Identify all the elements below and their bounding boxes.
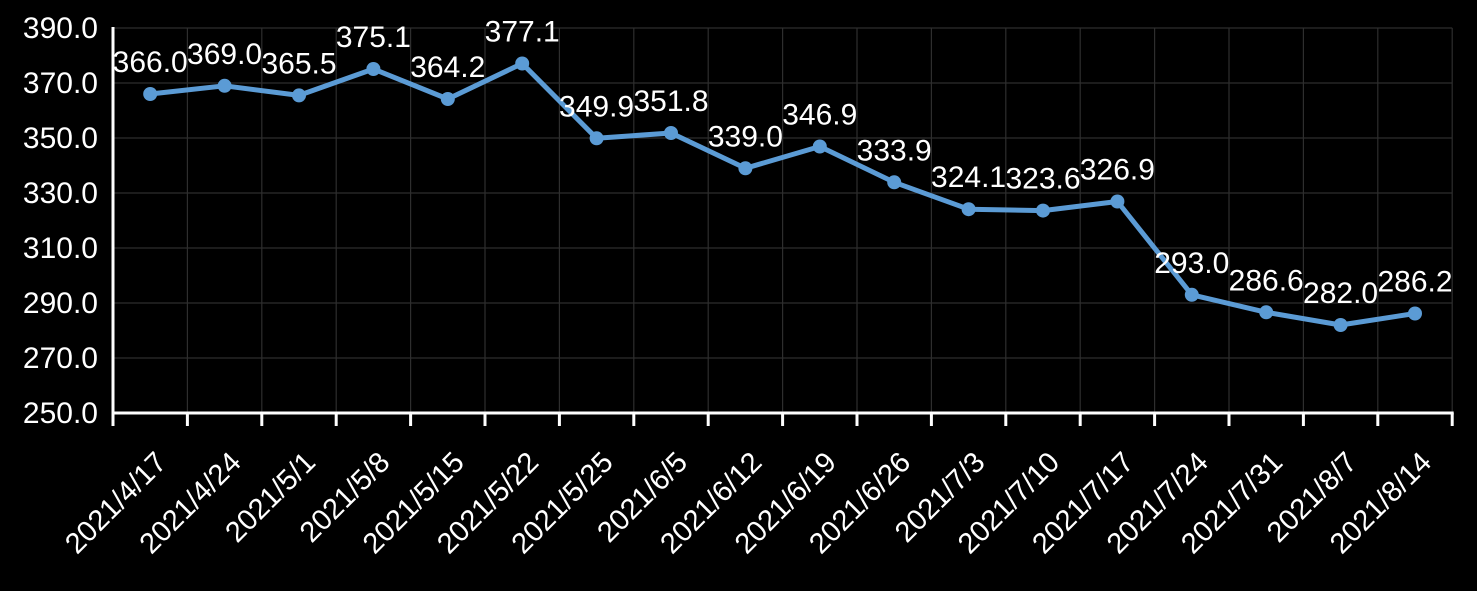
data-point-marker (1110, 194, 1125, 209)
y-tick-label: 310.0 (23, 232, 98, 265)
data-point-label: 351.8 (633, 85, 708, 118)
data-point-label: 333.9 (857, 134, 932, 167)
data-point-label: 282.0 (1303, 277, 1378, 310)
data-point-label: 326.9 (1080, 154, 1155, 187)
data-point-marker (589, 131, 604, 146)
data-point-marker (1036, 203, 1050, 218)
data-point-marker (515, 56, 530, 71)
data-point-label: 364.2 (410, 51, 485, 84)
data-point-label: 366.0 (113, 46, 188, 79)
data-point-label: 369.0 (187, 38, 262, 71)
data-point-label: 323.6 (1005, 163, 1080, 196)
data-point-marker (1259, 305, 1274, 320)
y-tick-label: 390.0 (23, 12, 98, 45)
data-point-marker (1184, 287, 1199, 302)
data-point-label: 346.9 (782, 99, 857, 132)
data-point-label: 375.1 (336, 21, 411, 54)
data-point-marker (812, 139, 827, 154)
data-point-marker (664, 126, 678, 140)
data-point-marker (143, 87, 158, 101)
data-point-label: 365.5 (261, 47, 336, 80)
series-line (147, 61, 1418, 328)
data-point-marker (217, 78, 232, 93)
y-tick-label: 350.0 (23, 122, 98, 155)
y-tick-label: 330.0 (23, 177, 98, 210)
data-point-marker (366, 62, 381, 76)
y-tick-label: 270.0 (23, 342, 98, 375)
data-point-label: 377.1 (485, 16, 560, 49)
data-point-marker (887, 175, 902, 190)
data-point-label: 339.0 (708, 120, 783, 153)
y-tick-label: 290.0 (23, 287, 98, 320)
y-tick-label: 370.0 (23, 67, 98, 100)
data-point-marker (961, 202, 976, 217)
data-point-label: 324.1 (931, 161, 1006, 194)
data-point-label: 286.2 (1377, 266, 1452, 299)
y-tick-label: 250.0 (23, 397, 98, 430)
data-point-marker (738, 161, 753, 176)
data-point-label: 293.0 (1154, 247, 1229, 280)
data-point-marker (440, 92, 455, 106)
data-point-marker (1333, 318, 1348, 332)
data-point-marker (292, 88, 306, 103)
data-point-marker (1408, 306, 1422, 321)
data-point-label: 349.9 (559, 90, 634, 123)
data-point-label: 286.6 (1229, 264, 1304, 297)
